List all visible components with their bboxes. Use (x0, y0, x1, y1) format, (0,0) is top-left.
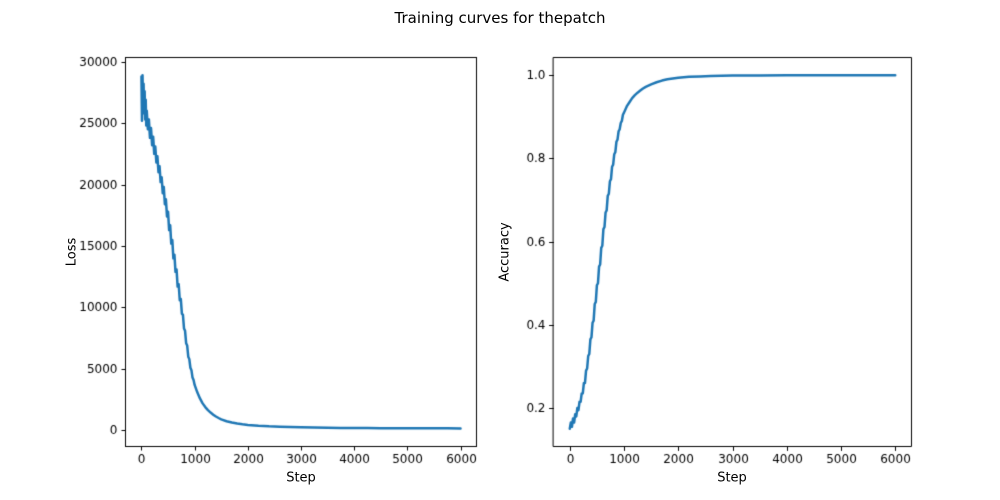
figure-title: Training curves for thepatch (394, 9, 606, 27)
loss-x-axis-label: Step (286, 470, 316, 486)
accuracy-y-axis-label: Accuracy (497, 222, 513, 282)
accuracy-x-axis-label: Step (717, 470, 747, 486)
loss-y-axis-label: Loss (64, 237, 80, 267)
